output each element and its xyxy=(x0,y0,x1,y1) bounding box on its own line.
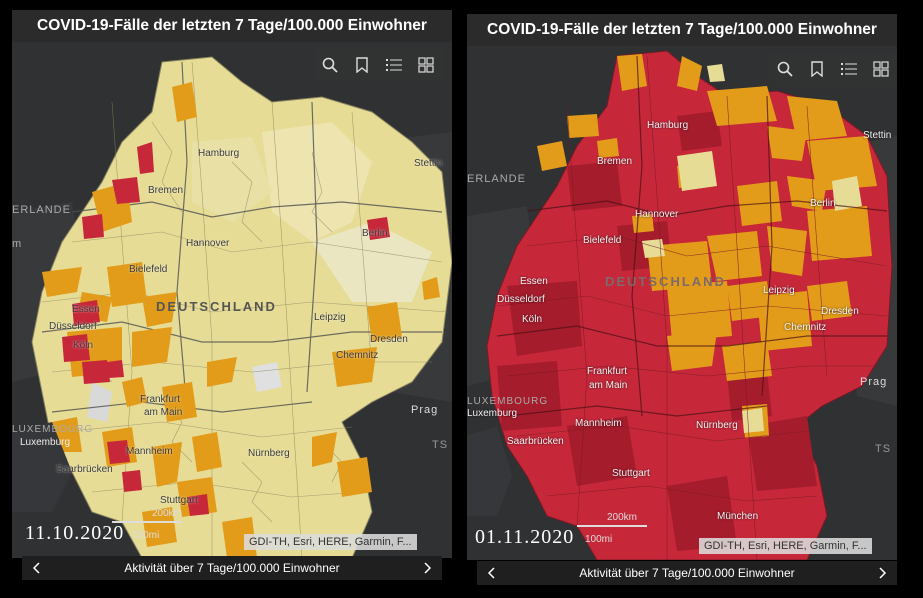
map-label-luxembourg-country: LUXEMBOURG xyxy=(12,424,94,435)
next-arrow-icon[interactable] xyxy=(414,556,442,580)
city-hannover: Hannover xyxy=(186,238,230,249)
city-saarbruecken: Saarbrücken xyxy=(507,436,564,447)
city-mannheim: Mannheim xyxy=(575,418,622,429)
search-icon[interactable] xyxy=(769,52,801,86)
map-view[interactable]: ERLANDE m TS Prag LUXEMBOURG Hamburg Ste… xyxy=(12,42,452,558)
map-panel-right: COVID-19-Fälle der letzten 7 Tage/100.00… xyxy=(467,14,897,560)
next-arrow-icon[interactable] xyxy=(869,561,897,585)
map-label-partial: m xyxy=(12,238,23,250)
city-berlin: Berlin xyxy=(810,198,836,209)
previous-arrow-icon[interactable] xyxy=(22,556,50,580)
city-berlin: Berlin xyxy=(362,228,388,239)
map-label-ts: TS xyxy=(432,439,449,451)
scale-mi: 100mi xyxy=(132,530,160,541)
city-bielefeld: Bielefeld xyxy=(583,235,622,246)
city-luxemburg: Luxemburg xyxy=(20,437,71,448)
city-duesseldorf: Düsseldorf xyxy=(49,321,97,332)
city-stettin: Stettin xyxy=(863,130,892,141)
city-hannover: Hannover xyxy=(635,209,679,220)
basemap-gallery-icon[interactable] xyxy=(410,48,442,82)
scale-km: 200km xyxy=(152,508,183,519)
map-label-prag: Prag xyxy=(860,376,888,388)
germany-choropleth-map xyxy=(467,46,897,560)
attribution[interactable]: GDI-TH, Esri, HERE, Garmin, F... xyxy=(244,534,417,550)
legend-title: Aktivität über 7 Tage/100.000 Einwohner xyxy=(124,561,340,575)
map-label-netherlands: ERLANDE xyxy=(12,204,71,216)
city-dresden: Dresden xyxy=(370,334,408,345)
city-frankfurt-line2: am Main xyxy=(589,380,628,391)
date-label: 01.11.2020 xyxy=(475,526,575,548)
city-chemnitz: Chemnitz xyxy=(336,350,379,361)
scale-mi: 100mi xyxy=(585,534,613,545)
city-frankfurt-line2: am Main xyxy=(144,407,183,418)
city-bremen: Bremen xyxy=(597,156,633,167)
city-nuernberg: Nürnberg xyxy=(696,420,738,431)
map-label-netherlands: ERLANDE xyxy=(467,173,526,185)
map-label-prag: Prag xyxy=(411,404,439,416)
country-label-deutschland: DEUTSCHLAND xyxy=(156,299,277,314)
city-frankfurt-line1: Frankfurt xyxy=(587,366,628,377)
city-saarbruecken: Saarbrücken xyxy=(56,464,113,475)
search-icon[interactable] xyxy=(314,48,346,82)
city-dresden: Dresden xyxy=(821,306,859,317)
city-nuernberg: Nürnberg xyxy=(248,448,290,459)
legend-bar-right: Aktivität über 7 Tage/100.000 Einwohner xyxy=(477,561,897,585)
city-leipzig: Leipzig xyxy=(314,312,346,323)
city-leipzig: Leipzig xyxy=(763,285,795,296)
city-hamburg: Hamburg xyxy=(198,148,240,159)
panel-title: COVID-19-Fälle der letzten 7 Tage/100.00… xyxy=(37,17,427,34)
city-muenchen: München xyxy=(717,511,759,522)
basemap-gallery-icon[interactable] xyxy=(865,52,897,86)
city-stuttgart: Stuttgart xyxy=(612,468,650,479)
map-view[interactable]: ERLANDE TS Prag LUXEMBOURG Hamburg Stett… xyxy=(467,46,897,560)
country-label-deutschland: DEUTSCHLAND xyxy=(605,274,726,289)
city-essen: Essen xyxy=(520,276,548,287)
bookmark-icon[interactable] xyxy=(801,52,833,86)
map-toolbar xyxy=(769,52,897,86)
legend-list-icon[interactable] xyxy=(378,48,410,82)
city-mannheim: Mannheim xyxy=(126,446,173,457)
city-essen: Essen xyxy=(72,304,100,315)
city-duesseldorf: Düsseldorf xyxy=(497,294,545,305)
city-frankfurt-line1: Frankfurt xyxy=(140,394,181,405)
city-bremen: Bremen xyxy=(148,185,184,196)
attribution[interactable]: GDI-TH, Esri, HERE, Garmin, F... xyxy=(699,538,872,554)
map-label-ts: TS xyxy=(875,443,892,455)
city-stettin: Stettin xyxy=(414,158,443,169)
legend-title: Aktivität über 7 Tage/100.000 Einwohner xyxy=(579,566,795,580)
city-luxemburg: Luxemburg xyxy=(467,408,518,419)
map-toolbar xyxy=(314,48,442,82)
map-panel-left: COVID-19-Fälle der letzten 7 Tage/100.00… xyxy=(12,10,452,558)
date-label: 11.10.2020 xyxy=(25,522,125,544)
city-koeln: Köln xyxy=(522,314,543,325)
panel-title: COVID-19-Fälle der letzten 7 Tage/100.00… xyxy=(487,21,877,38)
city-hamburg: Hamburg xyxy=(647,120,689,131)
previous-arrow-icon[interactable] xyxy=(477,561,505,585)
map-label-luxembourg-country: LUXEMBOURG xyxy=(467,396,549,407)
city-bielefeld: Bielefeld xyxy=(129,264,168,275)
legend-bar-left: Aktivität über 7 Tage/100.000 Einwohner xyxy=(22,556,442,580)
bookmark-icon[interactable] xyxy=(346,48,378,82)
germany-choropleth-map xyxy=(12,42,452,558)
legend-list-icon[interactable] xyxy=(833,52,865,86)
city-chemnitz: Chemnitz xyxy=(784,322,827,333)
city-stuttgart: Stuttgart xyxy=(160,495,198,506)
city-koeln: Köln xyxy=(73,340,94,351)
scale-km: 200km xyxy=(607,512,638,523)
